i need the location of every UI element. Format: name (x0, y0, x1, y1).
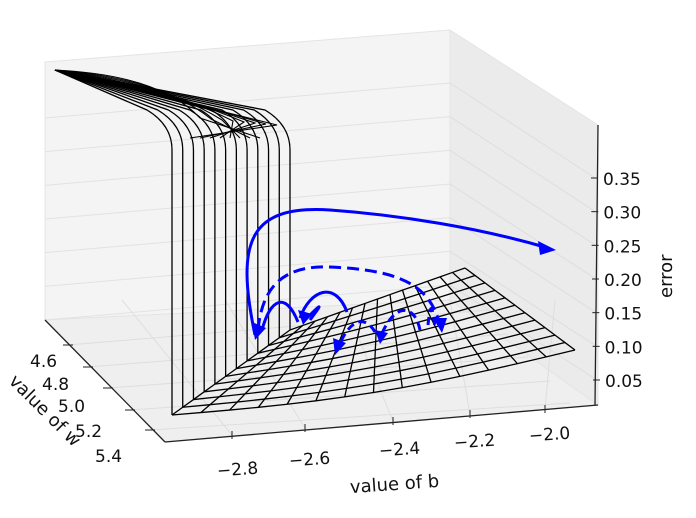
z-gridline (449, 82, 596, 179)
surface-mesh-line (200, 325, 303, 414)
surface-wall-line (54, 69, 216, 385)
dashed-arrow-head-1 (433, 318, 447, 333)
b-tick-label: −2.6 (288, 449, 331, 472)
surface-mesh-line (182, 341, 566, 408)
surface-mesh-line (236, 304, 516, 370)
dashed-arrow-path-3 (336, 320, 377, 349)
z-tick-label: 0.05 (605, 372, 643, 392)
surface-mesh-line (257, 289, 496, 354)
b-tick-label: −2.0 (528, 424, 571, 447)
w-tick-label: 5.4 (95, 447, 122, 467)
surface-mesh-line (171, 349, 576, 416)
w-gridline (67, 309, 489, 346)
b-tick-label: −2.8 (216, 459, 259, 482)
b-tick-label: −2.2 (453, 431, 496, 454)
solid-arrow-head-1 (538, 241, 556, 255)
w-tick-label: 5.0 (58, 397, 85, 417)
z-gridline (449, 250, 597, 347)
wireframe-surface (54, 69, 576, 416)
z-tick-label: 0.35 (603, 170, 641, 190)
dashed-arrow-path-2 (378, 308, 422, 339)
surface-wall-mesh-line (54, 69, 278, 139)
z-tick-label: 0.15 (604, 305, 642, 325)
surface-wall-line (54, 69, 205, 392)
surface-wall-line (54, 69, 173, 415)
surface-mesh-line (229, 320, 316, 411)
solid-arrow-head-3 (298, 310, 312, 325)
surface-mesh-line (279, 274, 476, 339)
surface-mesh-line (389, 294, 403, 388)
z-tick-label: 0.30 (603, 204, 641, 224)
z-gridline-back (44, 82, 451, 119)
surface-mesh-line (372, 298, 379, 393)
surface-mesh-line (204, 327, 546, 393)
surface-mesh-line (246, 297, 506, 362)
z-gridline (449, 149, 596, 246)
z-axis-line (594, 124, 599, 406)
surface-mesh-line (225, 312, 526, 378)
surface-mesh-line (426, 280, 490, 371)
surface-wall-mesh-line (54, 69, 246, 139)
surface-mesh-line (401, 289, 432, 383)
surface-wall-mesh-line (54, 69, 241, 139)
surface-mesh-line (464, 267, 576, 351)
tick-labels: −2.8 −2.6 −2.4 −2.2 −2.0 4.6 4.85.0 5.2 5.4 0.05 0… (30, 170, 643, 481)
z-gridline (449, 116, 596, 213)
surface-wall-line (54, 69, 291, 330)
b-gridline (121, 299, 233, 436)
w-gridline (107, 356, 529, 389)
surface-wall-line (54, 69, 184, 408)
surface-wall-line (54, 69, 280, 338)
b-axis-label: value of b (349, 471, 440, 498)
surface-wall-line (54, 69, 227, 377)
gridlines (44, 82, 598, 436)
z-tick-label: 0.25 (604, 237, 642, 257)
z-tick-label: 0.20 (604, 271, 642, 291)
surface-mesh-line (414, 285, 461, 377)
surface-mesh-line (268, 282, 486, 347)
surface-mesh-line (257, 316, 329, 408)
surface-mesh-line (439, 276, 518, 365)
dashed-arrow-path-1 (256, 265, 442, 331)
surface-wall-mesh-line (54, 69, 251, 139)
surface-mesh-line (171, 329, 291, 416)
dashed-arrow-path-4 (426, 307, 437, 329)
surface-wall-mesh-line (54, 69, 267, 139)
surface-mesh-line (315, 307, 354, 402)
surface-wall-mesh-line (54, 69, 261, 139)
solid-arrow-path-1 (245, 208, 549, 336)
b-tick-label: −2.4 (378, 439, 421, 462)
w-gridline (149, 402, 571, 431)
solid-arrow-head-2 (252, 322, 266, 340)
w-tick-label: 5.2 (75, 422, 102, 442)
w-axis-line (44, 319, 166, 443)
surface-wall-mesh-line (54, 69, 257, 139)
b-axis-line (164, 404, 599, 443)
surface-mesh-line (286, 311, 341, 405)
surface-mesh-line (214, 319, 536, 385)
solid-arrow-path-3 (298, 290, 349, 319)
solid-arrow-path-2 (260, 300, 300, 331)
descent-arrows (245, 208, 556, 355)
surface-mesh-line (452, 271, 547, 358)
surface-mesh-line (289, 267, 466, 331)
dashed-arrow-head-3 (375, 330, 388, 344)
surface-mesh-line (344, 303, 366, 398)
w-tick-label: 4.6 (30, 352, 57, 372)
w-tick-label: 4.8 (42, 375, 69, 395)
z-tick-label: 0.10 (605, 338, 643, 358)
dashed-arrow-head-2 (333, 338, 346, 355)
surface-wall-line (54, 69, 195, 400)
surface-wall-mesh-line (54, 69, 234, 139)
z-axis-label: error (656, 254, 677, 298)
surface-mesh-line (193, 334, 556, 401)
z-gridline (449, 217, 597, 314)
z-gridline (449, 183, 597, 280)
axes (44, 124, 599, 443)
